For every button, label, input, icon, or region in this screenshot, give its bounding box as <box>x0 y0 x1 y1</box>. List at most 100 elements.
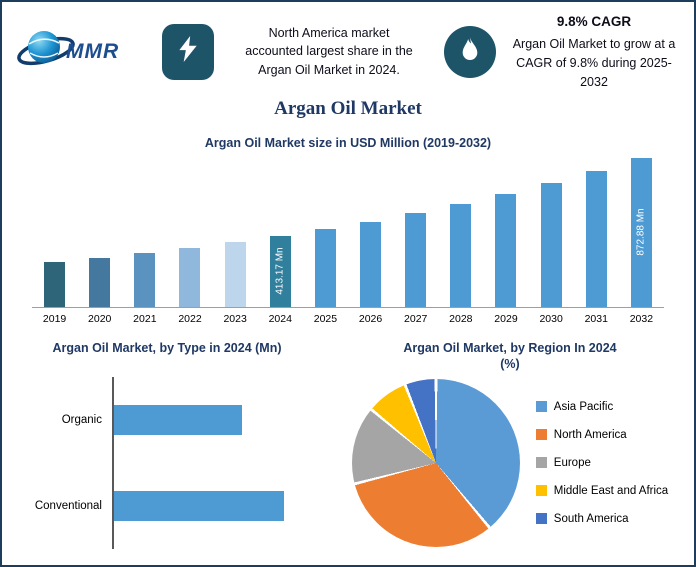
bar-2025 <box>314 229 336 307</box>
note-right-line1: Argan Oil Market to grow at a <box>512 37 676 52</box>
bar-2023 <box>224 242 246 307</box>
bar-2031 <box>585 170 607 307</box>
main-year-labels: 2019 2020 2021 2022 2023 2024 2025 2026 2027 2028… <box>32 308 664 325</box>
bar-2030 <box>540 182 562 307</box>
type-label-conventional: Conventional <box>34 499 102 512</box>
legend-swatch <box>535 485 547 496</box>
bar-slot-2030 <box>529 158 574 307</box>
logo-wordmark: MMR <box>66 39 120 63</box>
year-label-2021: 2021 <box>133 312 157 325</box>
region-legend: Asia Pacific North America Europe Middle Ea… <box>535 400 669 525</box>
legend-item-europe: Europe <box>535 456 668 469</box>
type-bar-organic <box>114 404 242 435</box>
legend-label: North America <box>553 428 627 441</box>
type-row-conventional: Conventional <box>16 462 332 549</box>
bar-2029 <box>495 194 517 307</box>
main-bars: 413.17 Mn 872.88 Mn <box>32 157 664 308</box>
bar-slot-2031 <box>574 158 619 307</box>
legend-item-south-america: South America <box>535 512 668 525</box>
type-rows: Organic Conventional <box>16 376 332 549</box>
bar-slot-2019 <box>32 158 77 307</box>
header-note-right: 9.8% CAGR Argan Oil Market to grow at a … <box>508 12 680 92</box>
bar-value-label-2032: 872.88 Mn <box>635 208 647 256</box>
legend-swatch <box>535 513 547 524</box>
page-title: Argan Oil Market <box>274 97 422 119</box>
note-left-line2: accounted largest share in the <box>245 44 413 59</box>
legend-label: South America <box>553 512 629 525</box>
legend-item-asia-pacific: Asia Pacific <box>535 400 668 413</box>
bar-2021 <box>134 253 156 307</box>
bar-2020 <box>89 258 111 307</box>
note-left-line3: Argan Oil Market in 2024. <box>258 63 400 78</box>
year-label-2019: 2019 <box>42 312 67 325</box>
type-bar-area-organic <box>112 376 332 463</box>
note-left-line1: North America market <box>268 25 390 40</box>
globe-orbit-icon <box>16 24 82 79</box>
year-label-2024: 2024 <box>268 312 292 325</box>
bar-slot-2025 <box>303 158 348 307</box>
type-label-organic: Organic <box>61 413 102 426</box>
bar-slot-2024: 413.17 Mn <box>258 158 303 307</box>
bar-2026 <box>360 221 382 307</box>
region-chart-title: Argan Oil Market, by Region In 2024 <box>403 340 617 355</box>
bar-slot-2020 <box>77 158 122 307</box>
legend-swatch <box>535 429 547 440</box>
type-bar-conventional <box>114 490 285 521</box>
market-size-chart-title: Argan Oil Market size in USD Million (20… <box>204 135 492 150</box>
year-label-2031: 2031 <box>584 312 608 325</box>
lightning-icon-box <box>162 23 214 80</box>
bar-2032: 872.88 Mn <box>630 157 652 307</box>
legend-label: Asia Pacific <box>553 400 614 413</box>
bar-slot-2029 <box>483 158 528 307</box>
bar-slot-2023 <box>213 158 258 307</box>
bar-slot-2027 <box>393 158 438 307</box>
flame-icon-circle <box>444 25 496 78</box>
header: MMR North America market accounted large… <box>2 2 694 94</box>
region-chart-body: Asia Pacific North America Europe Middle Ea… <box>332 378 688 547</box>
flame-icon <box>459 36 481 67</box>
market-size-chart: Argan Oil Market size in USD Million (20… <box>2 120 694 325</box>
legend-swatch <box>535 457 547 468</box>
header-note-left: North America market accounted largest s… <box>226 24 432 80</box>
bar-slot-2021 <box>122 158 167 307</box>
cagr-heading: 9.8% CAGR <box>556 14 632 29</box>
legend-label: Middle East and Africa <box>553 484 669 497</box>
type-chart-title: Argan Oil Market, by Type in 2024 (Mn) <box>52 340 282 355</box>
year-label-2025: 2025 <box>313 312 338 325</box>
type-chart: Organic Conventional <box>2 376 332 549</box>
bar-slot-2022 <box>167 158 212 307</box>
legend-swatch <box>535 401 547 412</box>
bar-2022 <box>179 247 201 307</box>
year-label-2028: 2028 <box>449 312 473 325</box>
type-bar-area-conventional <box>112 462 332 549</box>
region-chart-subtitle: (%) <box>500 356 520 371</box>
bar-slot-2028 <box>438 158 483 307</box>
region-pie-chart <box>351 378 520 547</box>
year-label-2029: 2029 <box>494 312 518 325</box>
legend-item-north-america: North America <box>535 428 668 441</box>
region-chart-section: Argan Oil Market, by Region In 2024 (%) … <box>332 339 694 549</box>
bottom-section: Argan Oil Market, by Type in 2024 (Mn) O… <box>2 339 694 549</box>
legend-label: Europe <box>553 456 591 469</box>
note-right-line2: CAGR of 9.8% during 2025-2032 <box>516 56 672 89</box>
bar-2027 <box>405 213 427 307</box>
bar-2028 <box>450 204 472 307</box>
year-label-2032: 2032 <box>629 312 654 325</box>
type-chart-section: Argan Oil Market, by Type in 2024 (Mn) O… <box>2 339 332 549</box>
year-label-2022: 2022 <box>178 312 202 325</box>
legend-item-middle-east-and-africa: Middle East and Africa <box>535 484 669 497</box>
year-label-2026: 2026 <box>358 312 383 325</box>
mmr-logo: MMR <box>16 24 150 79</box>
bar-value-label-2024: 413.17 Mn <box>274 247 286 295</box>
year-label-2020: 2020 <box>88 312 112 325</box>
year-label-2023: 2023 <box>223 312 247 325</box>
year-label-2027: 2027 <box>404 312 428 325</box>
bar-2019 <box>44 262 66 307</box>
lightning-icon <box>175 34 201 69</box>
type-row-organic: Organic <box>16 376 332 463</box>
bar-slot-2026 <box>348 158 393 307</box>
bar-2024: 413.17 Mn <box>269 235 291 307</box>
year-label-2030: 2030 <box>539 312 563 325</box>
bar-slot-2032: 872.88 Mn <box>619 157 664 307</box>
